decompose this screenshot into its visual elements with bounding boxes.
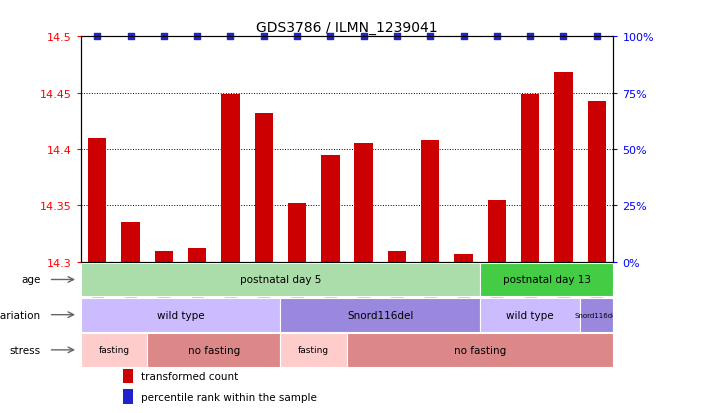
Point	[258, 34, 269, 40]
Text: wild type: wild type	[157, 310, 204, 320]
Bar	[280, 298, 480, 332]
Bar	[81, 263, 480, 297]
Bar	[81, 333, 147, 367]
Bar	[147, 333, 280, 367]
Text: no fasting: no fasting	[188, 345, 240, 355]
Text: stress: stress	[10, 345, 41, 355]
Point	[358, 34, 369, 40]
Point	[225, 34, 236, 40]
Text: fasting: fasting	[298, 346, 329, 354]
Point	[191, 34, 203, 40]
Bar	[454, 254, 472, 262]
Bar	[155, 251, 173, 262]
Bar	[554, 73, 573, 262]
Bar	[388, 251, 406, 262]
Bar	[480, 298, 580, 332]
Point	[558, 34, 569, 40]
Bar	[347, 333, 613, 367]
Title: GDS3786 / ILMN_1239041: GDS3786 / ILMN_1239041	[256, 21, 438, 35]
Text: transformed count: transformed count	[141, 371, 238, 381]
Point	[158, 34, 170, 40]
Point	[325, 34, 336, 40]
Text: Snord116del: Snord116del	[347, 310, 414, 320]
Bar	[123, 369, 132, 383]
Bar	[355, 144, 373, 262]
Point	[425, 34, 436, 40]
Text: genotype/variation: genotype/variation	[0, 310, 41, 320]
Text: wild type: wild type	[506, 310, 554, 320]
Text: percentile rank within the sample: percentile rank within the sample	[141, 392, 317, 402]
Bar	[421, 141, 440, 262]
Bar	[321, 155, 339, 262]
Point	[591, 34, 602, 40]
Bar	[123, 389, 132, 404]
Bar	[480, 263, 613, 297]
Bar	[580, 298, 613, 332]
Text: no fasting: no fasting	[454, 345, 506, 355]
Point	[491, 34, 503, 40]
Point	[125, 34, 136, 40]
Bar	[288, 204, 306, 262]
Bar	[488, 200, 506, 262]
Point	[524, 34, 536, 40]
Bar	[254, 114, 273, 262]
Point	[458, 34, 469, 40]
Point	[391, 34, 402, 40]
Bar	[88, 138, 107, 262]
Point	[92, 34, 103, 40]
Bar	[521, 95, 539, 262]
Text: postnatal day 5: postnatal day 5	[240, 275, 321, 285]
Point	[292, 34, 303, 40]
Bar	[81, 298, 280, 332]
Text: Snord116del: Snord116del	[575, 312, 619, 318]
Bar	[121, 223, 139, 262]
Bar	[188, 249, 206, 262]
Bar	[587, 101, 606, 262]
Text: fasting: fasting	[98, 346, 130, 354]
Text: postnatal day 13: postnatal day 13	[503, 275, 591, 285]
Bar	[222, 95, 240, 262]
Bar	[280, 333, 347, 367]
Text: age: age	[21, 275, 41, 285]
